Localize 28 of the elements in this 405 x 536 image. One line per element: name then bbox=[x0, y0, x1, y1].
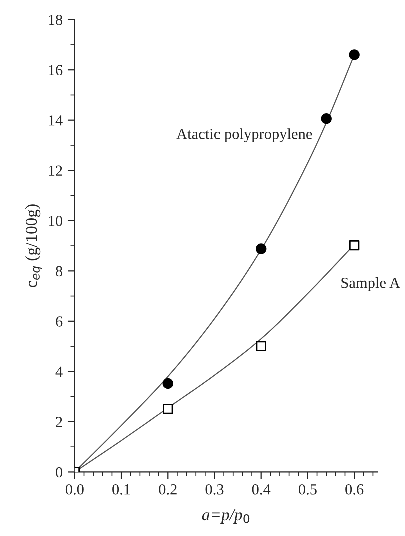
x-axis-title: a=p/p$_{0}$ bbox=[202, 509, 250, 524]
point bbox=[321, 114, 332, 124]
point bbox=[349, 240, 360, 251]
y-tick-label: 8 bbox=[56, 266, 63, 277]
x-tick-label: 0.0 bbox=[66, 484, 84, 495]
point bbox=[256, 341, 266, 352]
x-tick-label: 0.1 bbox=[112, 484, 130, 495]
x-tick-label: 0.5 bbox=[298, 484, 317, 495]
series-label: Atactic polypropylene bbox=[176, 128, 312, 142]
x-tick-label: 0.6 bbox=[346, 484, 364, 495]
series-label: Sample A bbox=[342, 277, 400, 292]
y-tick-label: 18 bbox=[49, 14, 63, 26]
point bbox=[349, 50, 360, 60]
y-tick-label: 14 bbox=[49, 116, 63, 126]
x-tick-label: 0.4 bbox=[252, 484, 271, 495]
point bbox=[162, 378, 174, 390]
y-tick-label: 10 bbox=[49, 216, 63, 226]
point bbox=[256, 244, 267, 254]
point bbox=[163, 404, 174, 414]
y-tick-label: 6 bbox=[56, 316, 63, 327]
y-tick-label: 16 bbox=[49, 65, 63, 76]
y-tick-label: 12 bbox=[49, 166, 62, 176]
y-axis-title: c$_{eq}$ (g/100g) bbox=[25, 204, 42, 288]
x-tick-label: 0.2 bbox=[159, 484, 177, 495]
x-tick-label: 0.3 bbox=[206, 484, 224, 495]
y-tick-label: 2 bbox=[56, 417, 62, 428]
y-tick-label: 4 bbox=[56, 366, 63, 377]
y-tick-label: 0 bbox=[56, 467, 63, 478]
